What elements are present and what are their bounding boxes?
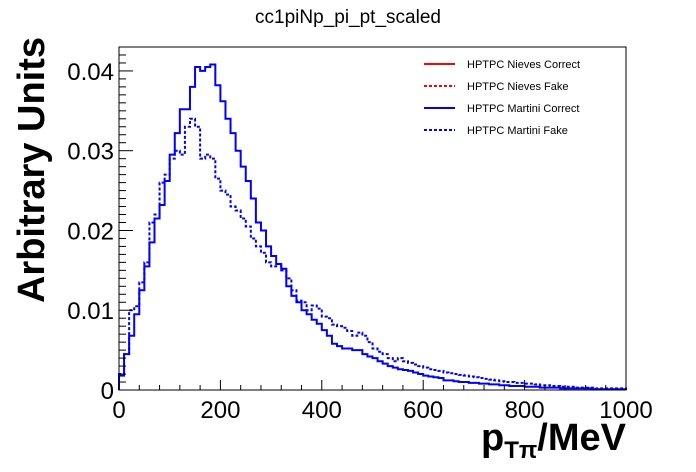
y-tick-label: 0.03 — [67, 139, 114, 166]
series-line — [118, 117, 627, 390]
y-axis: 0 0.01 0.02 0.03 0.04 — [67, 54, 133, 405]
series-layer — [118, 63, 627, 391]
x-axis-title-subscript: Tπ — [504, 437, 537, 464]
legend-label: HPTPC Nieves Correct — [467, 59, 580, 71]
legend-label: HPTPC Martini Correct — [467, 103, 579, 115]
plot-frame — [118, 46, 627, 391]
y-tick-label: 0.02 — [67, 218, 114, 245]
legend-label: HPTPC Nieves Fake — [467, 81, 568, 93]
x-axis-title-unit: /MeV — [537, 417, 626, 459]
x-tick-label: 400 — [302, 397, 342, 424]
x-tick-label: 0 — [112, 397, 125, 424]
legend: HPTPC Nieves Correct HPTPC Nieves Fake HPT… — [424, 59, 580, 137]
chart-title: cc1piNp_pi_pt_scaled — [255, 7, 441, 28]
x-axis-title: pTπ/MeV — [481, 417, 627, 464]
x-tick-label: 1000 — [599, 397, 652, 424]
series-line — [118, 63, 627, 391]
x-axis-title-main: p — [481, 417, 504, 459]
y-tick-label: 0.01 — [67, 298, 114, 325]
x-tick-label: 600 — [403, 397, 443, 424]
y-tick-label: 0.04 — [67, 59, 114, 86]
legend-label: HPTPC Martini Fake — [467, 125, 568, 137]
x-tick-label: 800 — [505, 397, 545, 424]
x-tick-label: 200 — [200, 397, 240, 424]
x-axis: 0 200 400 600 800 1000 — [112, 380, 653, 424]
y-tick-label: 0 — [101, 378, 114, 405]
y-axis-title: Arbitrary Units — [11, 37, 53, 303]
